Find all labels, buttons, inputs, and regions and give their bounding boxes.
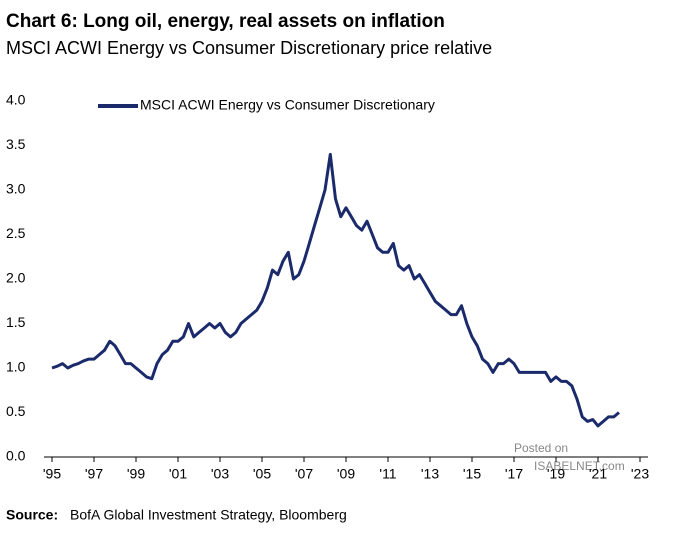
x-tick-label: '11 (379, 466, 396, 482)
x-tick-label: '97 (85, 466, 103, 482)
x-tick-label: '07 (295, 466, 313, 482)
chart-subtitle: MSCI ACWI Energy vs Consumer Discretiona… (6, 38, 492, 58)
y-tick-label: 4.0 (6, 92, 26, 108)
chart-title: Chart 6: Long oil, energy, real assets o… (6, 11, 445, 32)
x-tick-label: '13 (421, 466, 439, 482)
data-line (51, 152, 620, 428)
watermark: Posted on (514, 441, 568, 455)
y-tick-label: 3.5 (6, 136, 26, 152)
x-tick-label: '19 (547, 466, 565, 482)
y-tick-label: 2.0 (6, 270, 26, 286)
x-tick-label: '99 (127, 466, 145, 482)
x-tick-label: '03 (211, 466, 229, 482)
x-tick-label: '09 (337, 466, 355, 482)
x-tick-label: '23 (631, 466, 649, 482)
y-tick-label: 1.0 (6, 359, 26, 375)
y-tick-label: 3.0 (6, 181, 26, 197)
x-tick-label: '95 (43, 466, 61, 482)
watermark: ISABELNET.com (534, 459, 625, 473)
x-tick-label: '17 (505, 466, 523, 482)
y-tick-label: 2.5 (6, 225, 26, 241)
source-label: Source: (6, 507, 58, 523)
y-tick-label: 0.5 (6, 403, 26, 419)
source-text: BofA Global Investment Strategy, Bloombe… (70, 507, 347, 523)
x-tick-label: '05 (253, 466, 271, 482)
x-tick-label: '15 (463, 466, 481, 482)
y-tick-label: 1.5 (6, 314, 26, 330)
x-tick-label: '01 (169, 466, 187, 482)
legend-label: MSCI ACWI Energy vs Consumer Discretiona… (140, 97, 435, 113)
x-tick-label: '21 (589, 466, 607, 482)
y-tick-label: 0.0 (6, 448, 26, 464)
